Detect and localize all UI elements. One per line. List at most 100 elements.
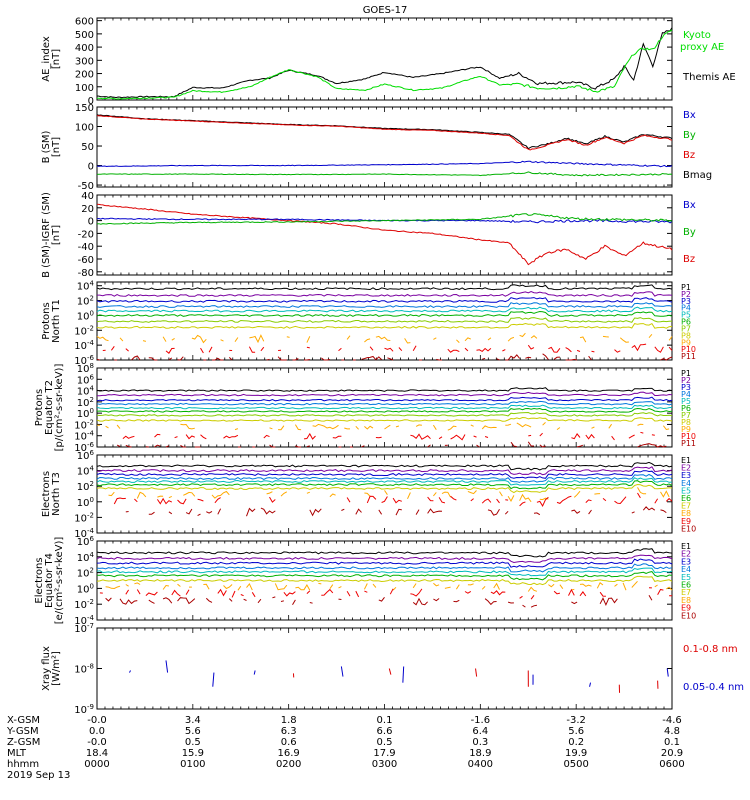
channel-e10 [246,507,256,517]
channel-e9 [366,495,377,504]
y-tick-label: 400 [75,43,94,54]
panel-ae-index: 0 100 200 300 400 500 600 AE_index [nT] Kyotoprox… [41,17,736,107]
channel-e10 [504,510,509,515]
y-tick-label: -20 [78,229,94,240]
channel-p11 [292,358,299,361]
channel-p11 [553,356,560,360]
channel-p9 [395,425,400,428]
channel-e8 [237,585,242,591]
y-tick-label: 106 [77,535,95,548]
channel-e8 [168,495,173,499]
channel-e10 [292,599,296,605]
channel-e10 [631,511,635,514]
footer-value-mlt: 18.4 [86,748,108,759]
channel-p10 [185,434,195,440]
panel-xray-flux: 10-7 10-8 10-9 Xray flux [W/m²] 0.1-0.8 nm 0.0… [41,622,744,716]
y-tick-label: 0 [88,162,94,173]
channel-p9 [619,337,629,343]
channel-p9 [162,336,167,342]
panel-frame [96,194,673,276]
channel-p9 [637,423,644,426]
series-kyoto-proxy-ae [96,29,673,100]
channel-legend-p1: P1 [681,283,691,292]
channel-p5 [96,404,673,410]
legend-0-1-0-8-nm: 0.1-0.8 nm [683,644,738,655]
channel-p10 [502,349,506,352]
channel-legend-e10: E10 [681,611,696,620]
channel-p9 [602,335,609,338]
channel-p3 [96,297,673,303]
panel-b-sm-minus-igrf: -80 -60 -40 -200 20 40 B (SM)-IGRF (SM) [nT] Bx B… [41,191,696,279]
channel-e9 [283,591,296,597]
channel-p9 [294,424,302,431]
channel-e10 [280,600,285,602]
channel-e9 [599,591,606,597]
channel-e8 [280,491,288,497]
y-tick-label: 200 [75,70,94,81]
footer-value-z: 0.6 [281,737,297,748]
channel-e10 [119,598,138,605]
channel-e9 [134,498,138,503]
channel-e8 [441,491,452,498]
channel-p1 [96,284,673,291]
channel-e9 [536,496,549,507]
y-tick-label: 100 [77,582,94,595]
channel-legend-e5: E5 [681,573,691,582]
channel-e8 [177,583,181,587]
y-axis-label: [e/(cm²-s-sr-keV)] [54,537,65,625]
channel-p11 [588,355,592,361]
channel-p10 [539,432,543,437]
channel-p10 [384,347,394,352]
channel-p11 [436,358,442,361]
footer-value-mlt: 18.9 [469,748,491,759]
channel-e9 [530,595,535,600]
channel-p6 [96,407,673,413]
channel-p9 [191,334,207,344]
channel-legend-p7: P7 [681,324,691,333]
channel-e8 [637,487,647,495]
y-axis-label: [W/m²] [51,651,62,686]
channel-e9 [490,590,506,596]
channel-e8 [444,586,451,589]
footer-value-mlt: 19.9 [565,748,587,759]
channel-e10 [168,511,173,515]
channel-p9 [384,424,391,430]
channel-p10 [548,346,561,353]
channel-p10 [527,344,535,350]
y-tick-label: -50 [78,181,94,192]
channel-p11 [427,444,431,448]
footer-value-x: -0.0 [87,715,107,726]
y-tick-label: 100 [75,83,94,94]
channel-p4 [96,302,673,308]
footer-value-mlt: 20.9 [661,748,683,759]
footer-label: Z-GSM [7,737,40,748]
channel-p11 [295,445,302,448]
channel-legend-p5: P5 [681,397,691,406]
channel-p9 [456,339,460,343]
footer-value-mlt: 17.9 [373,748,395,759]
channel-e9 [657,588,664,596]
channel-p10 [565,347,572,353]
y-tick-label: 20 [81,204,94,215]
legend-by: By [683,130,696,141]
channel-e8 [433,492,437,497]
channel-legend-e1: E1 [681,542,691,551]
channel-p10 [165,347,175,354]
panel-frame [96,454,673,534]
channel-p10 [412,345,417,352]
y-axis-label: [nT] [51,49,62,69]
channel-p11 [168,357,173,361]
xray-segment [165,660,169,673]
y-tick-label: 102 [77,480,94,493]
channel-e8 [467,583,474,586]
channel-e8 [136,491,147,499]
channel-p10 [110,346,115,351]
y-tick-label: 10-2 [74,511,94,524]
channel-e2 [97,466,673,476]
channel-e1 [96,461,673,471]
channel-p10 [450,434,466,441]
y-tick-label: 50 [81,142,94,153]
y-axis-label: North T1 [51,299,62,343]
channel-e8 [481,586,486,590]
channel-p10 [369,346,374,351]
